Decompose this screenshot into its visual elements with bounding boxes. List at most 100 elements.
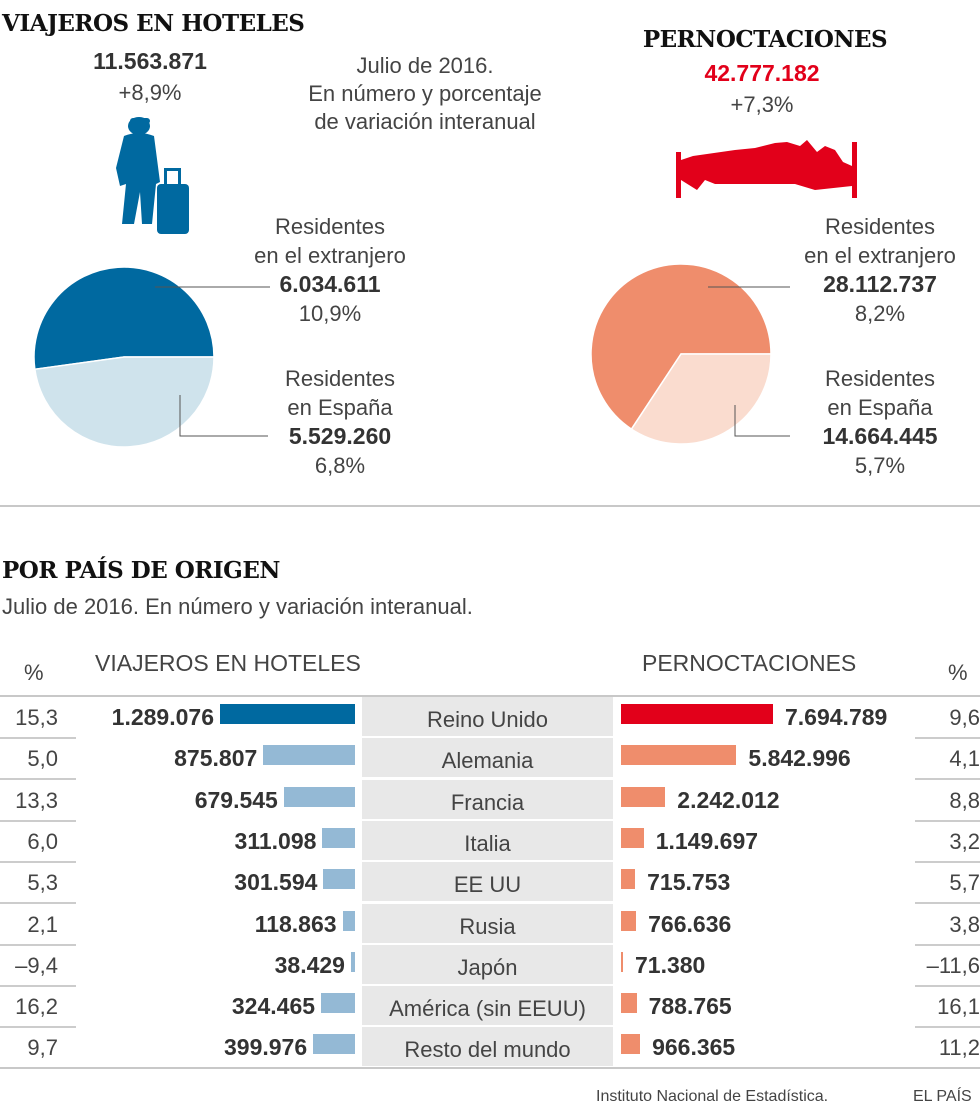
leader-line: [734, 405, 790, 437]
pie-slice: [590, 263, 772, 431]
pernoctaciones-bar: [621, 704, 773, 724]
viajeros-change-pct: 6,0: [27, 828, 58, 854]
row-separator: [0, 1026, 76, 1029]
row-separator: [915, 737, 980, 739]
pie-charts: [33, 263, 790, 448]
viajeros-change-pct: 5,0: [27, 746, 58, 772]
viajeros-change: +8,9%: [118, 80, 182, 105]
source: Instituto Nacional de Estadística.: [596, 1088, 829, 1105]
row-separator: [0, 737, 76, 739]
pernoct-spain-label: Residentes en España 14.664.445 5,7%: [775, 364, 980, 480]
pernoct-foreign-change: 8,2%: [854, 301, 906, 326]
viajeros-value: 118.863: [254, 910, 337, 937]
row-separator: [915, 943, 980, 946]
pernoctaciones-change-pct: –11,6: [926, 952, 980, 978]
row-separator: [0, 943, 76, 946]
top-subtitle: Julio de 2016. En número y porcentaje de…: [260, 52, 590, 136]
pernoctaciones-change-pct: 5,7: [949, 870, 980, 896]
country-name: Rusia: [362, 903, 613, 943]
row-separator: [0, 819, 76, 822]
viajeros-bar: [321, 993, 355, 1014]
pct-header-left: %: [24, 660, 44, 685]
row-separator: [915, 860, 980, 863]
row-separator: [915, 984, 980, 987]
pernoctaciones-bar: [621, 786, 666, 807]
label-line: Residentes: [284, 366, 396, 391]
pernoctaciones-value: 71.380: [635, 951, 706, 978]
section2-subtitle: Julio de 2016. En número y variación int…: [2, 594, 473, 619]
country-name: América (sin EEUU): [362, 986, 613, 1026]
pernoctaciones-bar: [621, 1034, 641, 1055]
pernoctaciones-change-pct: 11,2: [938, 1035, 980, 1061]
country-name: Francia: [362, 779, 613, 819]
country-name: EE UU: [362, 862, 613, 902]
pie-pernoctaciones: [590, 263, 772, 445]
section2-title: POR PAÍS DE ORIGEN: [2, 557, 280, 584]
viajeros-value: 38.429: [274, 951, 345, 978]
pernoctaciones-bar: [621, 910, 637, 931]
pernoctaciones-change-pct: 4,1: [949, 746, 980, 772]
subtitle-line-1: Julio de 2016.: [356, 53, 494, 78]
subtitle-line-3: de variación interanual: [314, 109, 536, 134]
country-name: Reino Unido: [362, 697, 613, 736]
country-name: Alemania: [362, 738, 613, 778]
viajeros-total: 11.563.871: [93, 48, 207, 74]
row-separator: [0, 902, 76, 905]
viajeros-header: VIAJEROS EN HOTELES: [95, 650, 361, 676]
pernoctaciones-value: 766.636: [648, 910, 732, 937]
pernoctaciones-value: 1.149.697: [655, 827, 759, 854]
section-divider: [0, 505, 980, 507]
pernoctaciones-bar: [621, 745, 737, 766]
pernoctaciones-change-pct: 16,1: [937, 994, 980, 1020]
pernoctaciones-bar: [621, 951, 623, 972]
pernoct-spain-value: 14.664.445: [822, 423, 938, 449]
table-bottom-line: [0, 1067, 980, 1069]
pie-slice: [34, 356, 215, 448]
table-row: 6,0 Italia 311.098 1.149.697 3,2: [0, 820, 980, 863]
viajeros-change-pct: 9,7: [27, 1035, 58, 1061]
pernoctaciones-header: PERNOCTACIONES: [642, 650, 857, 676]
row-separator: [915, 819, 980, 822]
traveler-with-suitcase-icon: [116, 117, 189, 234]
viajeros-value: 399.976: [223, 1034, 308, 1061]
viajeros-bar: [263, 745, 355, 766]
viajeros-foreign-label: Residentes en el extranjero 6.034.611 10…: [220, 212, 440, 328]
pernoctaciones-bar: [621, 827, 644, 848]
table-row: 9,7 Resto del mundo 399.976 966.365 11,2: [0, 1027, 980, 1070]
viajeros-change-pct: 15,3: [15, 705, 58, 730]
viajeros-change-pct: 2,1: [27, 911, 58, 937]
label-line: en España: [287, 395, 393, 420]
row-separator: [915, 1026, 980, 1029]
leader-line: [179, 395, 268, 437]
viajeros-change-pct: 13,3: [15, 787, 58, 813]
label-line: en el extranjero: [254, 243, 406, 268]
table-row: 15,3 Reino Unido 1.289.076 7.694.789 9,6: [0, 697, 980, 739]
pernoctaciones-value: 5.842.996: [748, 745, 851, 772]
pernoctaciones-value: 715.753: [647, 869, 731, 896]
table-row: 5,0 Alemania 875.807 5.842.996 4,1: [0, 738, 980, 781]
row-separator: [0, 860, 76, 863]
pernoctaciones-change-pct: 3,2: [949, 828, 980, 854]
pernoctaciones-value: 788.765: [648, 993, 732, 1020]
table-row: 13,3 Francia 679.545 2.242.012 8,8: [0, 779, 980, 822]
pernoctaciones-change-pct: 3,8: [949, 911, 980, 937]
country-name: Japón: [362, 944, 613, 984]
table-row: –9,4 Japón 38.429 71.380 –11,6: [0, 944, 980, 987]
viajeros-value: 679.545: [194, 786, 278, 813]
pernoctaciones-change-pct: 8,8: [949, 787, 980, 813]
pernoctaciones-value: 7.694.789: [785, 704, 888, 730]
pernoctaciones-change-pct: 9,6: [949, 705, 980, 730]
pernoctaciones-title: PERNOCTACIONES: [642, 26, 888, 53]
label-line: Residentes: [824, 366, 936, 391]
viajeros-bar: [323, 869, 355, 890]
viajeros-bar: [313, 1034, 355, 1055]
row-separator: [915, 778, 980, 781]
person-in-bed-icon: [676, 140, 857, 198]
viajeros-change-pct: 16,2: [15, 994, 58, 1020]
row-separator: [0, 778, 76, 781]
table-top-line: [0, 695, 980, 697]
viajeros-spain-label: Residentes en España 5.529.260 6,8%: [230, 364, 450, 480]
viajeros-bar: [322, 827, 355, 848]
table-row: 5,3 EE UU 301.594 715.753 5,7: [0, 862, 980, 905]
